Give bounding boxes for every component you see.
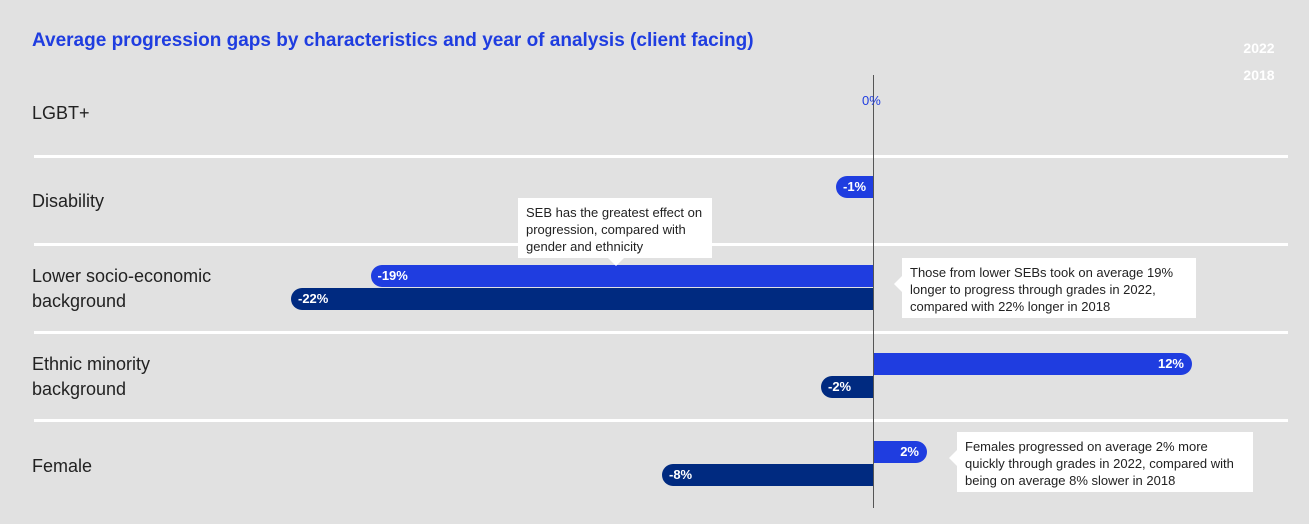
annotation-pointer (894, 276, 902, 292)
bar-2022-1: -1% (836, 176, 874, 198)
row-divider (34, 331, 1288, 334)
category-label: Ethnic minority background (32, 354, 151, 399)
row-divider (34, 419, 1288, 422)
bar-2022-4: 2% (874, 441, 927, 463)
annotation-female-detail: Females progressed on average 2% more qu… (949, 432, 1253, 492)
annotation-text: Those from lower SEBs took on average 19… (910, 265, 1174, 314)
annotation-pointer (949, 450, 957, 466)
bar-2018-4: -8% (662, 464, 874, 486)
zero-tick-label: 0% (862, 93, 881, 108)
annotation-seb-effect: SEB has the greatest effect on progressi… (518, 198, 712, 266)
bar-2022-2: -19% (370, 265, 874, 287)
annotation-text: SEB has the greatest effect on progressi… (526, 205, 703, 254)
category-label: Disability (32, 191, 105, 211)
annotation-pointer (608, 258, 624, 266)
row-divider (34, 155, 1288, 158)
legend-2018: 2018 (1243, 67, 1275, 83)
zero-axis (873, 75, 874, 508)
chart-title: Average progression gaps by characterist… (32, 30, 754, 51)
annotation-seb-detail: Those from lower SEBs took on average 19… (894, 258, 1196, 318)
legend-2022: 2022 (1243, 40, 1275, 56)
annotation-text: Females progressed on average 2% more qu… (965, 439, 1234, 488)
category-label: LGBT+ (32, 103, 90, 123)
bar-2018-3: -2% (821, 376, 874, 398)
category-label: Lower socio-economic background (32, 266, 212, 311)
bar-2018-2: -22% (291, 288, 874, 310)
bar-2022-3: 12% (874, 353, 1192, 375)
category-label: Female (32, 456, 93, 476)
